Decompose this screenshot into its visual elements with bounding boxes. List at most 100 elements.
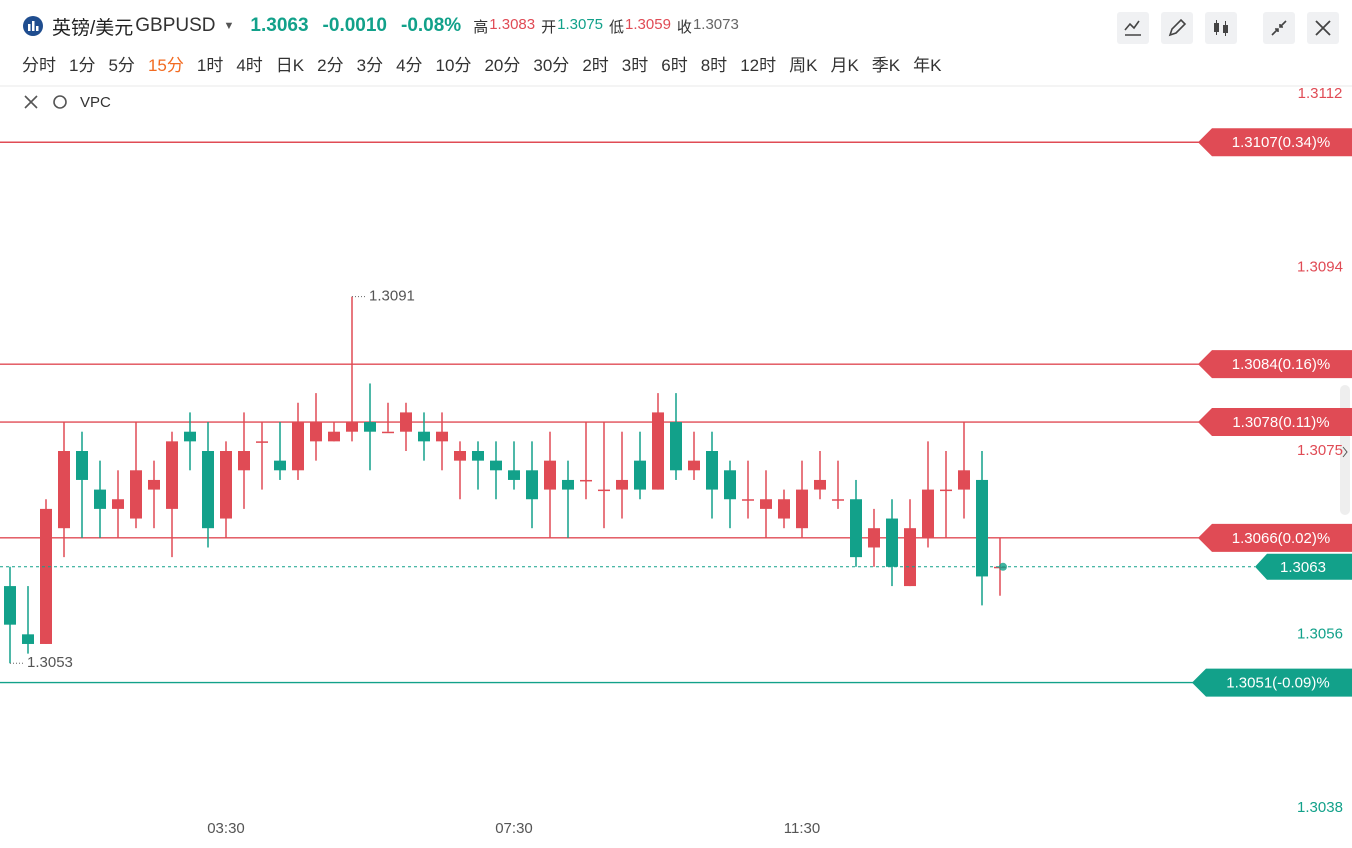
expand-arrow[interactable]	[1342, 446, 1348, 458]
interval[interactable]: 6时	[661, 56, 688, 75]
interval[interactable]: 20分	[484, 56, 521, 75]
stat-value: 1.3059	[625, 15, 671, 33]
candle-body	[940, 489, 952, 492]
settings-icon[interactable]	[53, 95, 67, 109]
indicator-label: VPC	[80, 94, 111, 111]
interval[interactable]: 2分	[317, 56, 344, 75]
level-label: 1.3051(-0.09)%	[1226, 675, 1329, 692]
interval[interactable]: 分时	[22, 56, 56, 75]
y-tick-label: 1.3094	[1297, 259, 1343, 276]
candle-body	[616, 479, 628, 490]
candle-body	[328, 431, 340, 442]
close-btn[interactable]	[1307, 12, 1339, 44]
candle-body	[904, 528, 916, 587]
interval[interactable]: 15分	[147, 56, 184, 75]
header: 英镑/美元 GBPUSD ▼ 1.3063 -0.0010 -0.08% 高 1.…	[22, 12, 739, 40]
level-label: 1.3066(0.02)%	[1232, 530, 1330, 547]
interval[interactable]: 年K	[913, 56, 942, 75]
candle-body	[850, 499, 862, 558]
interval[interactable]: 5分	[108, 56, 135, 75]
candle-body	[238, 451, 250, 471]
change: -0.0010	[322, 15, 387, 36]
candle-body	[94, 489, 106, 509]
dropdown[interactable]: ▼	[223, 20, 235, 32]
candle-body	[310, 422, 322, 442]
candle-body	[184, 431, 196, 442]
candle-body	[364, 422, 376, 432]
interval[interactable]: 12时	[740, 56, 777, 75]
candle-body	[598, 489, 610, 492]
candle-body	[292, 422, 304, 471]
interval[interactable]: 8时	[700, 56, 728, 75]
candle-body	[4, 586, 16, 625]
change-pct: -0.08%	[401, 15, 462, 36]
y-tick-label: 1.3112	[1298, 85, 1343, 102]
tool-btn[interactable]	[1263, 12, 1295, 44]
candle-body	[418, 431, 430, 442]
interval[interactable]: 日K	[275, 56, 305, 75]
candle-body	[634, 460, 646, 490]
candle-body	[58, 451, 70, 529]
tool-btn[interactable]	[1161, 12, 1193, 44]
interval[interactable]: 2时	[582, 56, 609, 75]
interval[interactable]: 周K	[789, 56, 818, 75]
candle-body	[436, 431, 448, 442]
candle-body	[112, 499, 124, 509]
candle-body	[202, 451, 214, 529]
level-tag	[1192, 668, 1352, 697]
level-tag	[1198, 523, 1352, 552]
candle-body	[652, 412, 664, 490]
symbol[interactable]: GBPUSD	[135, 15, 216, 36]
candle-body	[526, 470, 538, 500]
candle-body	[724, 470, 736, 500]
candle-body	[706, 451, 718, 490]
x-tick-label: 07:30	[495, 820, 533, 837]
stat-value: 1.3073	[692, 15, 739, 33]
x-tick-label: 11:30	[784, 820, 820, 837]
candle-body	[22, 634, 34, 644]
interval[interactable]: 季K	[871, 56, 901, 75]
stat-value: 1.3083	[489, 15, 536, 33]
name: 英镑/美元	[52, 17, 134, 39]
interval[interactable]: 30分	[533, 56, 570, 75]
candle-body	[976, 479, 988, 577]
y-tick-label: 1.3075	[1297, 442, 1343, 459]
level-label: 1.3084(0.16)%	[1232, 356, 1330, 373]
stat-label: 低	[609, 18, 625, 36]
level-tag	[1198, 408, 1352, 437]
intervals: 分时 1分 5分 15分 1时 4时 日K 2分 3分 4分 10分 20分 30分 2时 3时 6时 8时 12…	[22, 51, 954, 76]
candle-body	[346, 422, 358, 432]
stat-label: 开	[541, 18, 557, 36]
price: 1.3063	[250, 15, 309, 36]
candle-body	[688, 460, 700, 471]
interval[interactable]: 10分	[435, 56, 472, 75]
interval[interactable]: 月K	[830, 56, 859, 75]
tool-btn[interactable]	[1117, 12, 1149, 44]
candle-body	[778, 499, 790, 519]
y-tick-label: 1.3038	[1297, 799, 1343, 816]
candle-body	[796, 489, 808, 529]
tool-btn[interactable]	[1205, 12, 1237, 44]
remove-indicator[interactable]	[24, 95, 38, 109]
interval[interactable]: 4时	[236, 56, 263, 75]
candle-body	[922, 489, 934, 538]
annotation-label: 1.3053	[27, 654, 73, 671]
candle-body	[472, 451, 484, 461]
candle-body	[76, 451, 88, 480]
candle-body	[454, 451, 466, 461]
stat-label: 收	[676, 18, 692, 36]
interval[interactable]: 3分	[356, 56, 384, 75]
current-label: 1.3063	[1280, 559, 1326, 576]
candle-body	[508, 470, 520, 480]
candle-body	[814, 479, 826, 490]
y-tick-label: 1.3056	[1297, 625, 1343, 642]
interval[interactable]: 1分	[69, 56, 96, 75]
candle-body	[868, 528, 880, 548]
interval[interactable]: 1时	[196, 56, 224, 75]
stat-label: 高	[473, 18, 489, 36]
interval[interactable]: 3时	[621, 56, 649, 75]
logo	[23, 16, 43, 36]
candle-body	[166, 441, 178, 509]
interval[interactable]: 4分	[396, 56, 423, 75]
candle-body	[400, 412, 412, 432]
